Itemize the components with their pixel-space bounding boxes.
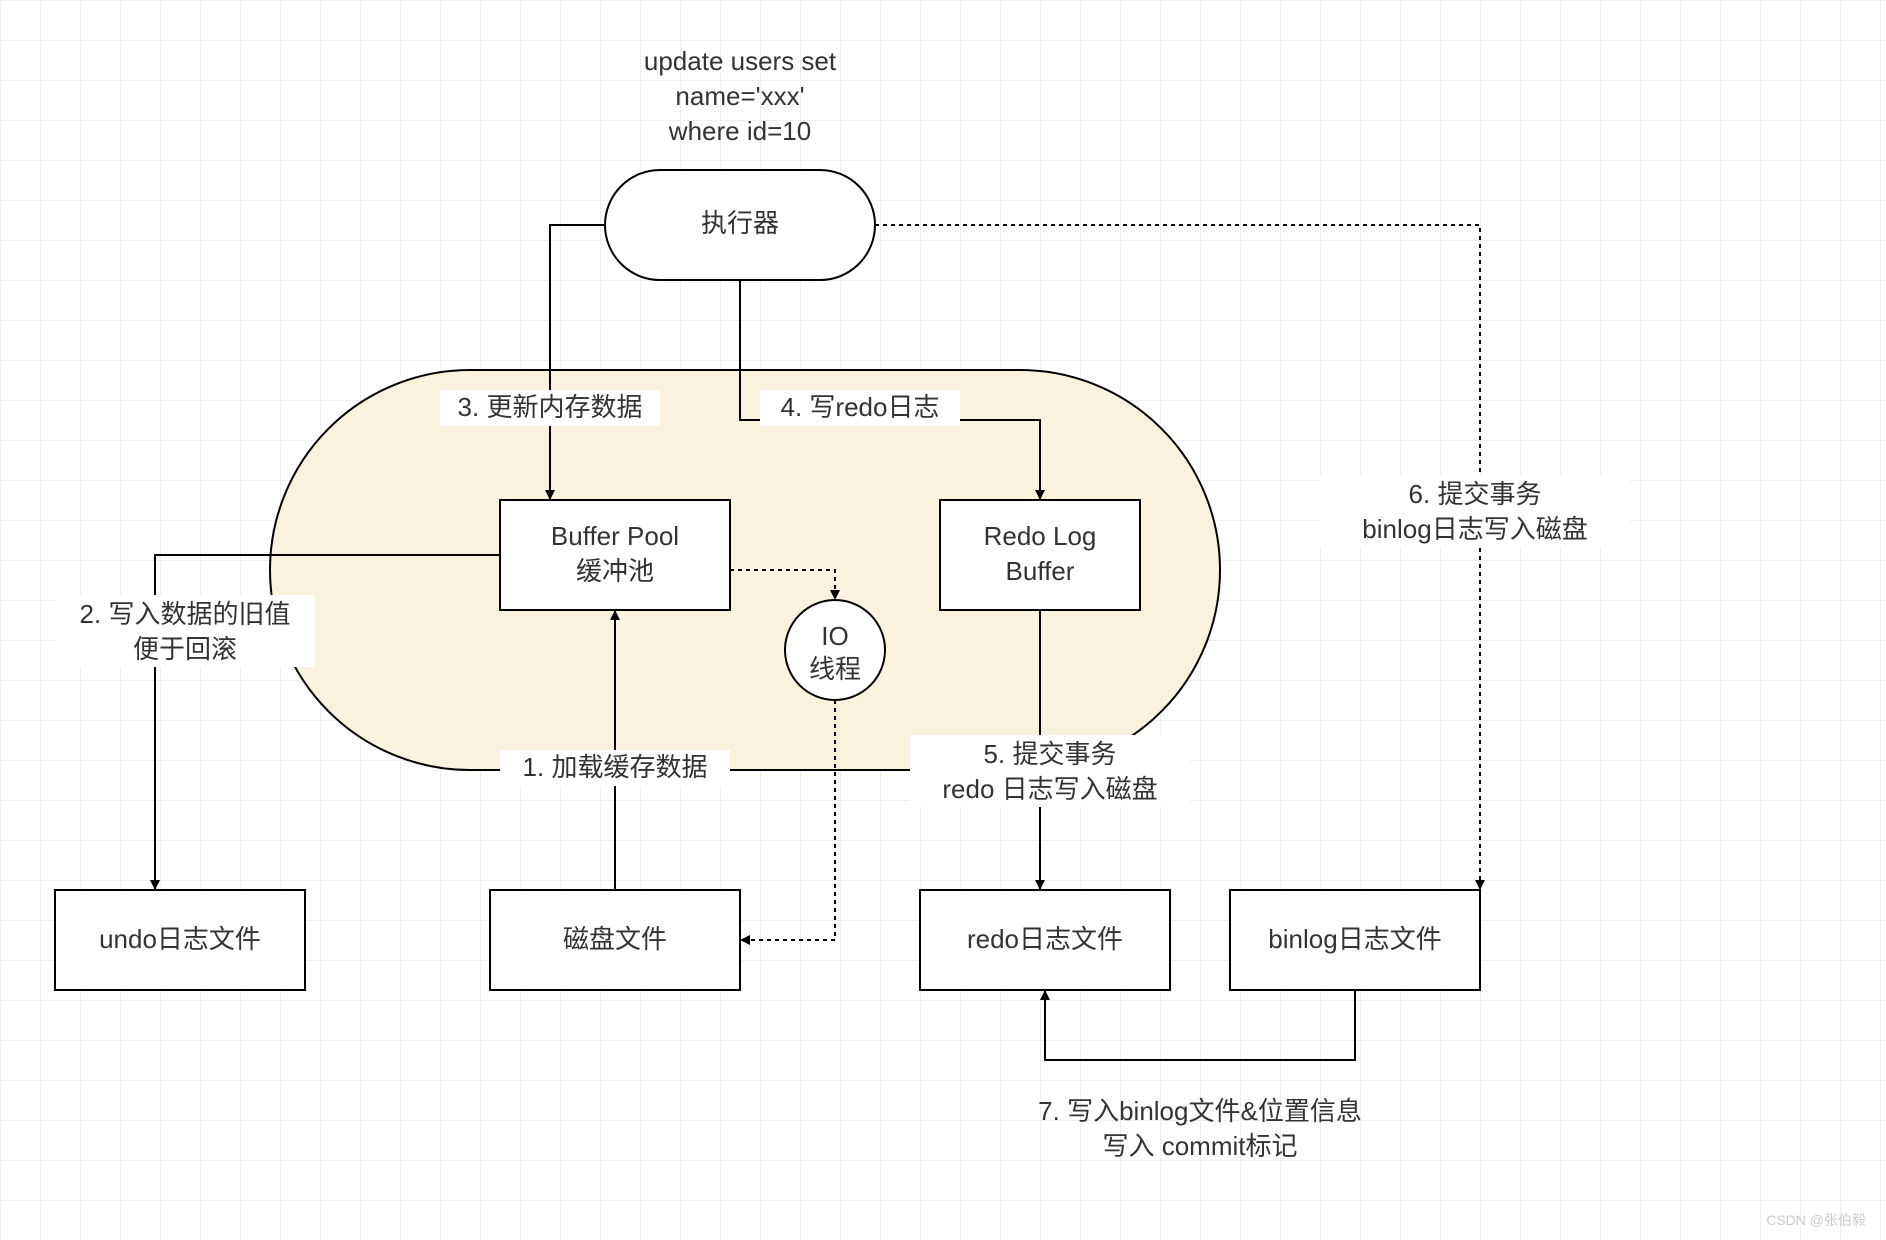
- redo-buffer-line1: Redo Log: [984, 521, 1097, 551]
- diagram-svg: update users set name='xxx' where id=10 …: [0, 0, 1886, 1240]
- buffer-pool-line1: Buffer Pool: [551, 521, 679, 551]
- edge-6-line1: 6. 提交事务: [1409, 479, 1542, 509]
- edge-2-line1: 2. 写入数据的旧值: [80, 599, 291, 629]
- undo-file-label: undo日志文件: [99, 924, 261, 954]
- sql-line3: where id=10: [668, 116, 811, 146]
- edge-4-label: 4. 写redo日志: [781, 392, 940, 422]
- node-buffer-pool: [500, 500, 730, 610]
- watermark: CSDN @张伯毅: [1766, 1210, 1866, 1230]
- edge-3-label: 3. 更新内存数据: [458, 392, 643, 422]
- edge-6-line2: binlog日志写入磁盘: [1362, 514, 1587, 544]
- edge-2-line2: 便于回滚: [133, 634, 237, 664]
- sql-line1: update users set: [644, 46, 837, 76]
- edge-1-label: 1. 加载缓存数据: [523, 752, 708, 782]
- sql-line2: name='xxx': [675, 81, 804, 111]
- node-redo-buffer: [940, 500, 1140, 610]
- executor-label: 执行器: [701, 208, 779, 238]
- edge-5-line2: redo 日志写入磁盘: [942, 774, 1157, 804]
- edge-7: [1045, 990, 1355, 1060]
- io-line2: 线程: [809, 654, 861, 684]
- disk-file-label: 磁盘文件: [563, 924, 667, 954]
- redo-file-label: redo日志文件: [967, 924, 1123, 954]
- edge-7-line2: 写入 commit标记: [1102, 1131, 1297, 1161]
- edge-7-line1: 7. 写入binlog文件&位置信息: [1038, 1096, 1362, 1126]
- redo-buffer-line2: Buffer: [1006, 556, 1075, 586]
- edge-5-line1: 5. 提交事务: [984, 739, 1117, 769]
- io-line1: IO: [821, 621, 848, 651]
- binlog-file-label: binlog日志文件: [1268, 924, 1441, 954]
- buffer-pool-line2: 缓冲池: [576, 556, 654, 586]
